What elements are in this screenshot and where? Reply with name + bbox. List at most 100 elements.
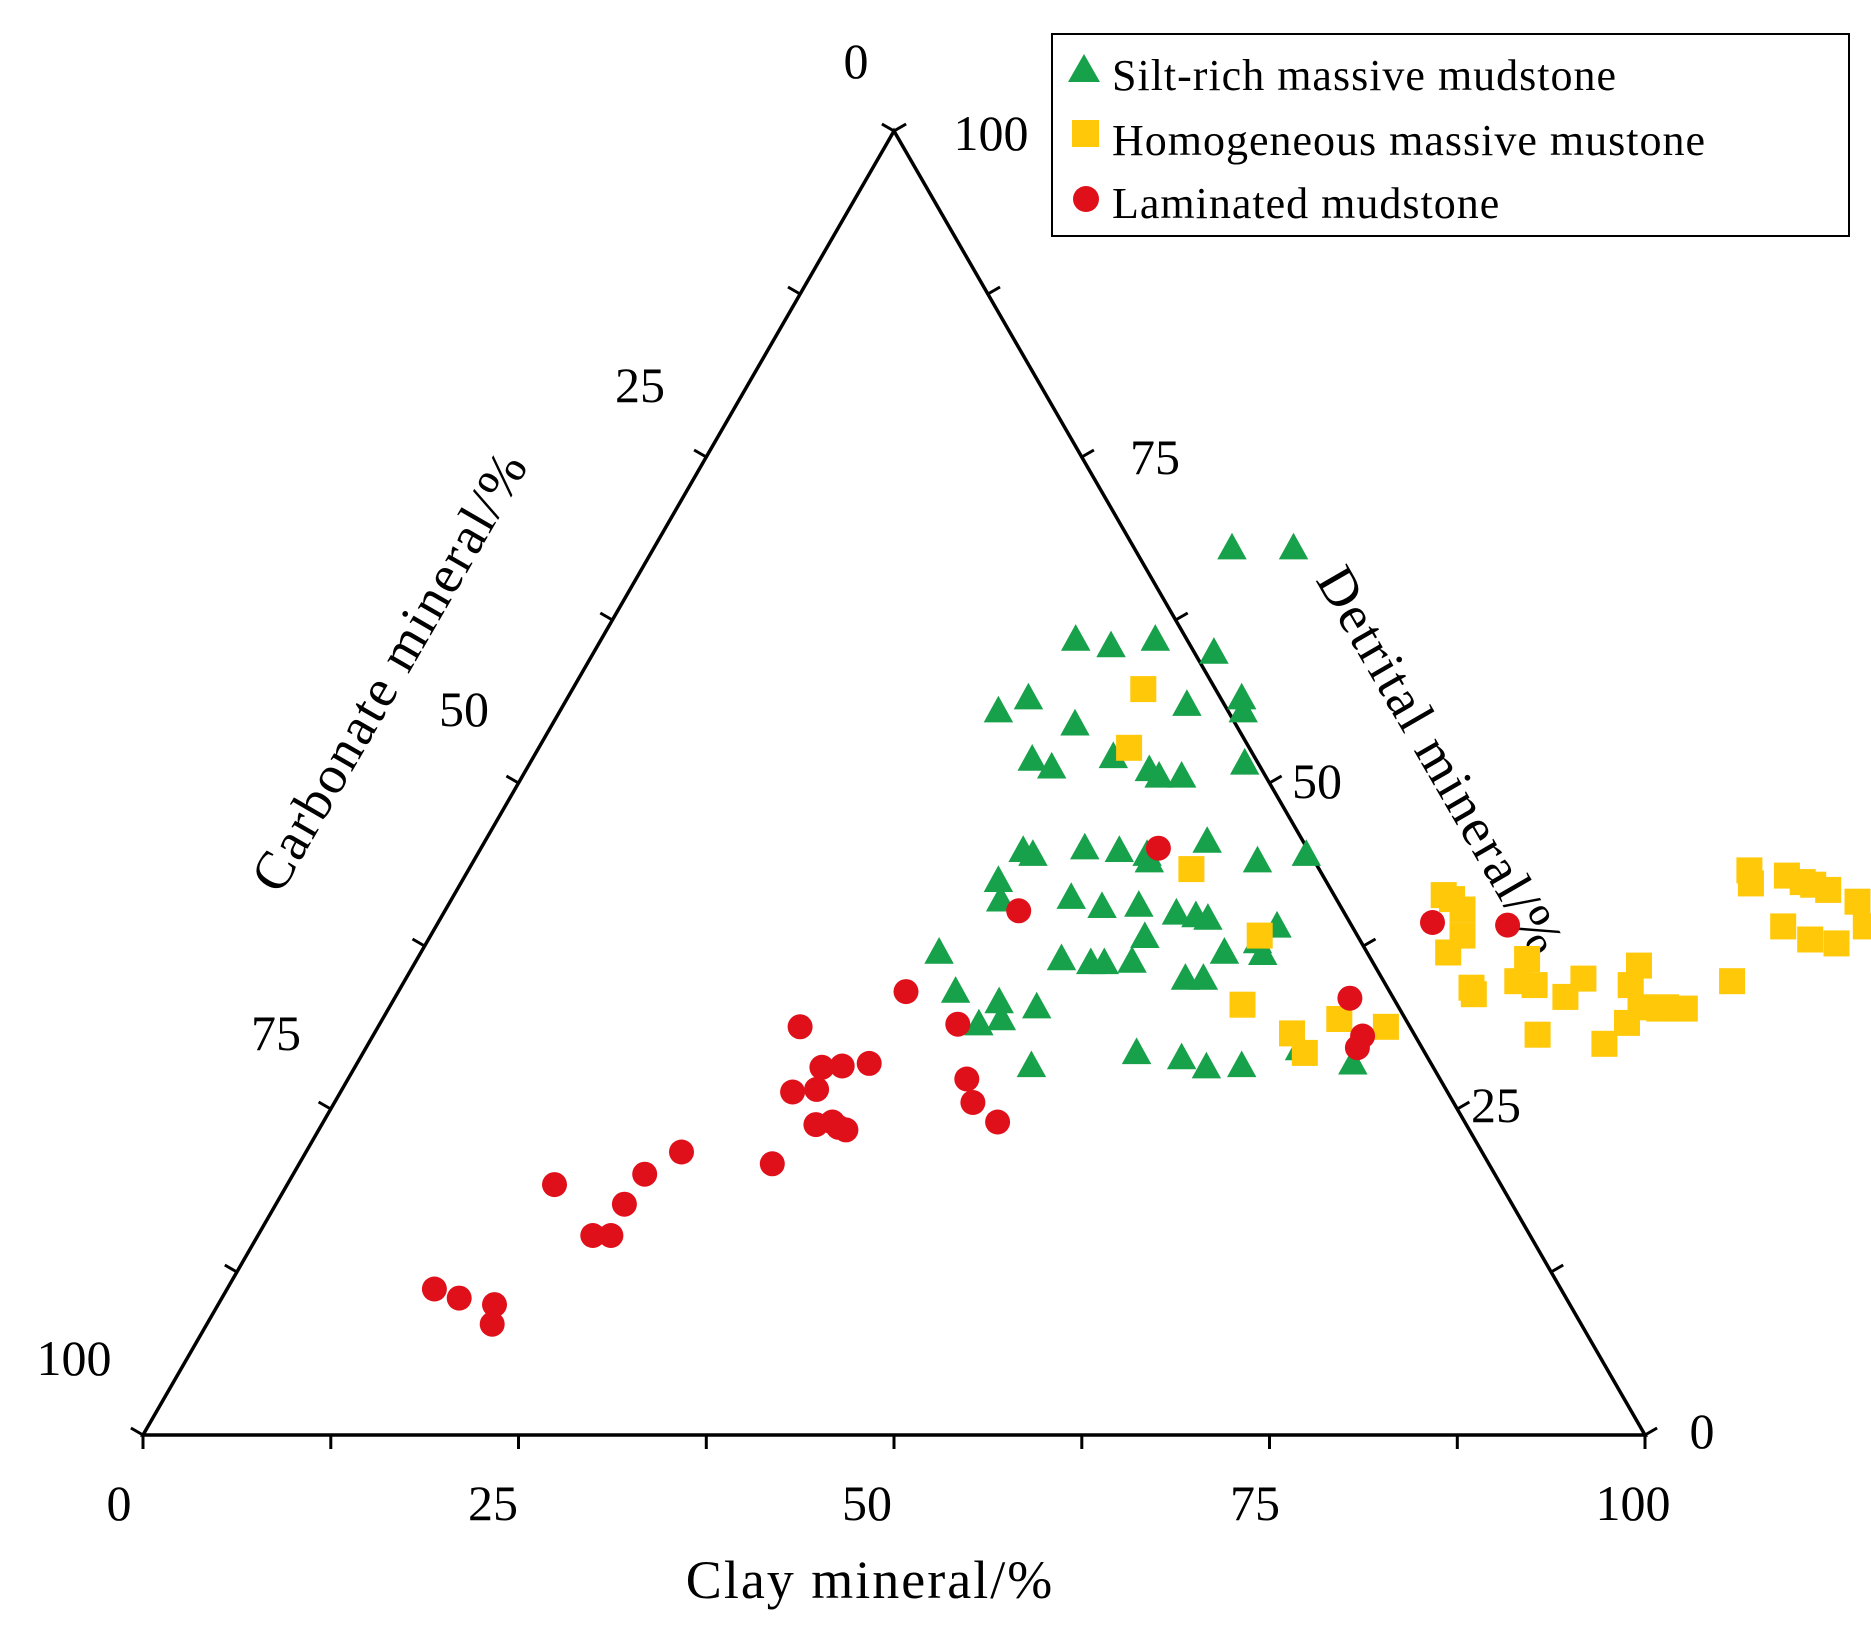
homogeneous-square-marker: [1246, 922, 1273, 949]
laminated-circle-marker: [759, 1151, 785, 1177]
laminated-circle-marker: [809, 1054, 835, 1080]
silt-rich-triangle-marker: [1013, 682, 1044, 710]
silt-rich-triangle-marker: [1087, 891, 1117, 918]
silt-rich-triangle-marker: [1291, 839, 1321, 866]
laminated-circle-marker: [446, 1285, 472, 1311]
laminated-circle-marker: [1145, 835, 1171, 861]
homogeneous-square-marker: [1646, 995, 1673, 1022]
laminated-circle-marker: [1337, 985, 1363, 1011]
left-axis-tick: [505, 774, 520, 785]
silt-rich-triangle-marker: [1338, 1047, 1368, 1075]
right-axis-tick: [893, 122, 907, 133]
laminated-circle-marker: [611, 1191, 637, 1217]
homogeneous-square-marker: [1614, 1009, 1640, 1036]
silt-rich-triangle-marker: [924, 937, 954, 964]
bottom-tick-label: 75: [1230, 1475, 1280, 1531]
silt-rich-triangle-marker: [1017, 744, 1047, 771]
right-axis-tick: [1174, 611, 1189, 622]
laminated-circle-marker: [479, 1311, 505, 1337]
silt-rich-triangle-marker: [1227, 1050, 1257, 1078]
homogeneous-square-marker: [1291, 1039, 1318, 1066]
legend-label-laminated: Laminated mudstone: [1112, 179, 1500, 228]
silt-rich-triangle-marker: [1193, 903, 1223, 930]
left-axis-tick: [599, 611, 614, 622]
laminated-circle-marker: [804, 1076, 830, 1102]
legend-triangle-icon: [1068, 54, 1100, 82]
silt-rich-triangle-marker: [1056, 882, 1086, 909]
silt-rich-triangle-marker: [1117, 946, 1147, 973]
silt-rich-triangle-marker: [1166, 1042, 1197, 1070]
legend-label-homogeneous: Homogeneous massive mustone: [1112, 116, 1706, 165]
homogeneous-square-marker: [1449, 922, 1476, 949]
silt-rich-triangle-marker: [1037, 751, 1067, 779]
silt-rich-triangle-marker: [1130, 921, 1160, 948]
homogeneous-square-marker: [1178, 856, 1205, 883]
homogeneous-square-marker: [1591, 1030, 1618, 1057]
right-axis-tick: [1362, 937, 1377, 948]
homogeneous-square-marker: [1130, 676, 1157, 703]
homogeneous-square-marker: [1116, 734, 1143, 761]
bottom-axis-title: Clay mineral/%: [686, 1550, 1054, 1610]
homogeneous-square-marker: [1229, 991, 1256, 1018]
laminated-circle-marker: [893, 979, 919, 1005]
silt-rich-triangle-marker: [1140, 624, 1171, 651]
homogeneous-square-marker: [1449, 896, 1476, 923]
legend-label-silt-rich: Silt-rich massive mudstone: [1112, 51, 1617, 100]
tick-marks: [130, 122, 1658, 1449]
silt-rich-triangle-marker: [1199, 637, 1229, 664]
right-axis-tick: [1550, 1263, 1564, 1274]
silt-rich-triangle-marker: [1144, 761, 1174, 788]
silt-rich-triangle-marker: [986, 1003, 1017, 1031]
right-axis-tick: [1081, 448, 1095, 459]
homogeneous-square-marker: [1372, 1013, 1399, 1040]
silt-rich-triangle-marker: [1098, 741, 1128, 769]
right-axis-tick: [987, 285, 1001, 296]
silt-rich-triangle-marker: [1121, 1037, 1152, 1065]
legend: Silt-rich massive mudstone Homogeneous m…: [1051, 33, 1850, 237]
laminated-circle-marker: [542, 1172, 567, 1198]
silt-rich-triangle-marker: [1209, 937, 1240, 964]
bottom-tick-label: 50: [842, 1475, 892, 1531]
laminated-circle-marker: [598, 1223, 624, 1248]
silt-rich-triangle-marker: [1230, 747, 1260, 775]
laminated-circle-marker: [856, 1050, 882, 1076]
legend-circle-icon: [1073, 186, 1099, 212]
silt-rich-triangle-marker: [1166, 761, 1197, 788]
silt-rich-triangle-marker: [1061, 624, 1091, 651]
right-axis-tick: [1456, 1100, 1471, 1111]
silt-rich-triangle-marker: [1242, 845, 1273, 873]
silt-rich-triangle-marker: [983, 695, 1014, 723]
silt-rich-triangle-marker: [1096, 630, 1126, 658]
right-tick-label: 0: [1690, 1403, 1715, 1459]
silt-rich-triangle-marker: [1046, 943, 1077, 971]
silt-rich-triangle-marker: [1161, 897, 1192, 925]
silt-rich-triangle-marker: [984, 986, 1014, 1014]
silt-rich-triangle-marker: [1191, 1051, 1222, 1079]
legend-box: [1051, 33, 1850, 237]
silt-rich-triangle-marker: [983, 865, 1014, 892]
homogeneous-square-marker: [1514, 946, 1541, 972]
homogeneous-square-marker: [1617, 972, 1644, 999]
bottom-tick-label: 25: [468, 1475, 518, 1531]
laminated-circle-marker: [421, 1276, 447, 1302]
silt-rich-triangle-marker: [1018, 839, 1048, 866]
left-axis-tick: [787, 285, 801, 296]
right-axis-tick: [1644, 1426, 1658, 1437]
left-tick-label: 100: [37, 1330, 112, 1386]
silt-rich-triangle-marker: [1188, 963, 1219, 990]
silt-rich-triangle-marker: [1217, 532, 1247, 560]
homogeneous-square-marker: [1797, 926, 1824, 953]
left-tick-label: 75: [251, 1005, 301, 1061]
laminated-circle-marker: [954, 1066, 980, 1092]
silt-rich-triangle-marker: [1134, 845, 1165, 873]
silt-rich-triangle-marker: [1228, 695, 1258, 723]
left-tick-label: 50: [439, 681, 489, 737]
silt-rich-triangle-marker: [1104, 835, 1134, 862]
left-axis-title: Carbonate mineral/%: [239, 440, 540, 902]
data-markers: [421, 532, 1871, 1337]
laminated-circle-marker: [632, 1161, 658, 1187]
left-axis-tick: [881, 122, 895, 133]
homogeneous-square-marker: [1552, 983, 1579, 1010]
silt-rich-triangle-marker: [940, 976, 971, 1003]
